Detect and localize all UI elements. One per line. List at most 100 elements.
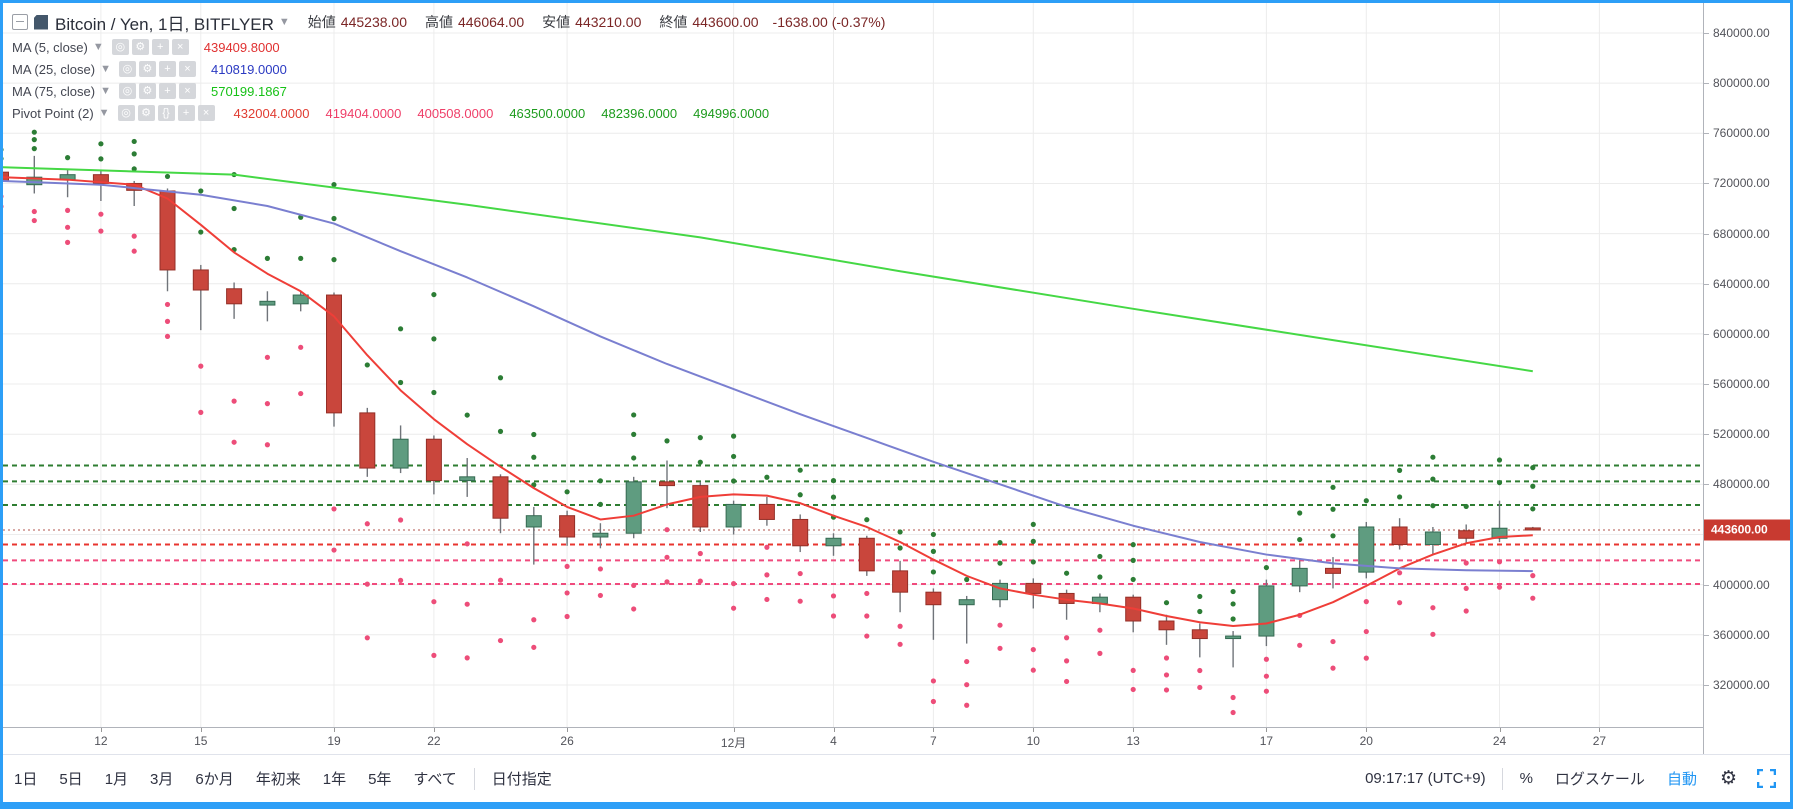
resistance-dot [797, 492, 803, 498]
indicator-label[interactable]: MA (75, close) [12, 83, 96, 99]
range-button-5日[interactable]: 5日 [59, 771, 83, 788]
price-tick-label: 840000.00 [1713, 26, 1770, 40]
support-dot [464, 655, 470, 661]
resistance-dot [1330, 484, 1336, 490]
resistance-dot [198, 188, 204, 194]
close-icon[interactable]: × [178, 61, 196, 77]
resistance-dot [664, 438, 670, 444]
high-field: 高値 446064.00 [424, 14, 525, 30]
support-dot [1064, 678, 1070, 685]
settings-icon[interactable]: ⚙ [131, 39, 149, 55]
resistance-dot [531, 431, 537, 438]
support-dot [1130, 686, 1136, 693]
close-icon[interactable]: × [171, 39, 189, 55]
chevron-down-icon[interactable]: ▼ [98, 107, 110, 119]
hide-icon[interactable]: ◎ [111, 39, 129, 55]
candle-body [292, 294, 309, 305]
resistance-dot [1130, 557, 1136, 563]
close-icon[interactable]: × [178, 83, 196, 99]
price-axis[interactable]: 840000.00 800000.00 760000.00 720000.00 6800… [1703, 3, 1791, 754]
auto-scale-button[interactable]: 自動 [1666, 771, 1697, 788]
low-value: 443210.00 [575, 14, 642, 30]
custom-date-range-button[interactable]: 日付指定 [491, 771, 552, 788]
range-button-すべて[interactable]: すべて [413, 771, 457, 788]
source-icon[interactable]: {} [157, 105, 175, 121]
close-icon[interactable]: × [197, 105, 215, 121]
support-dot [131, 248, 137, 254]
collapse-icon[interactable] [12, 14, 28, 30]
resistance-dot [497, 428, 504, 434]
fullscreen-icon[interactable] [1757, 769, 1776, 788]
settings-icon[interactable]: ⚙ [137, 105, 155, 121]
range-button-1年[interactable]: 1年 [322, 771, 347, 788]
gear-icon[interactable]: ⚙ [1719, 768, 1737, 789]
range-button-3月[interactable]: 3月 [150, 771, 174, 788]
support-dot [497, 637, 504, 644]
settings-icon[interactable]: ⚙ [138, 61, 156, 77]
candle-body [326, 294, 342, 414]
support-dot [1263, 688, 1269, 694]
range-button-年初来[interactable]: 年初来 [255, 771, 301, 788]
chevron-down-icon[interactable]: ▼ [278, 16, 290, 28]
range-button-1月[interactable]: 1月 [104, 771, 129, 788]
resistance-dot [331, 215, 337, 222]
candle-body [1524, 527, 1541, 531]
range-button-1日[interactable]: 1日 [14, 771, 38, 788]
time-tick-label: 17 [1259, 734, 1274, 748]
price-tick-label: 520000.00 [1713, 427, 1770, 442]
price-chart[interactable] [3, 3, 1703, 727]
support-dot [597, 592, 604, 599]
support-dot [864, 613, 870, 619]
support-dot [697, 578, 703, 584]
pivot-value: 463500.0000 [509, 105, 586, 121]
range-button-5年[interactable]: 5年 [368, 771, 392, 788]
candle-body [592, 532, 609, 538]
support-dot [1097, 627, 1103, 633]
clock: 09:17:17 (UTC+9) [1365, 770, 1486, 787]
indicator-label[interactable]: Pivot Point (2) [12, 105, 94, 121]
support-dot [864, 590, 870, 597]
support-dot [1530, 573, 1536, 579]
settings-icon[interactable]: ⚙ [138, 83, 156, 99]
range-button-6か月[interactable]: 6か月 [195, 771, 234, 788]
symbol-title[interactable]: Bitcoin / Yen, 1日, BITFLYER [55, 14, 274, 34]
support-dot [65, 207, 71, 214]
add-icon[interactable]: + [158, 61, 176, 77]
indicator-row-ma2: MA (75, close) ▼ ◎ ⚙ + × 570199.1867 [12, 80, 885, 102]
ma-line [3, 176, 1533, 628]
time-tick [833, 728, 835, 732]
add-icon[interactable]: + [151, 39, 169, 55]
price-tick [1704, 484, 1709, 486]
resistance-dot [997, 560, 1003, 566]
price-tick-label: 480000.00 [1713, 477, 1770, 492]
time-tick [1599, 728, 1601, 732]
indicator-label[interactable]: MA (5, close) [12, 39, 88, 55]
support-dot [231, 398, 237, 404]
candle-body [1158, 620, 1175, 631]
resistance-dot [997, 540, 1003, 546]
support-dot [597, 566, 604, 572]
add-icon[interactable]: + [158, 83, 176, 99]
time-tick [200, 728, 202, 732]
hide-icon[interactable]: ◎ [118, 83, 136, 99]
resistance-dot [31, 129, 37, 135]
resistance-dot [1297, 536, 1303, 543]
percent-scale-button[interactable]: % [1519, 770, 1533, 787]
chevron-down-icon[interactable]: ▼ [100, 63, 111, 75]
symbol-title-row[interactable]: Bitcoin / Yen, 1日, BITFLYER ▼ 始値 445238.0… [12, 8, 885, 36]
log-scale-button[interactable]: ログスケール [1554, 771, 1645, 788]
support-dot [164, 333, 171, 340]
pivot-value: 432004.0000 [233, 105, 310, 121]
indicator-label[interactable]: MA (25, close) [12, 61, 96, 77]
hide-icon[interactable]: ◎ [118, 61, 136, 77]
support-dot [731, 605, 737, 611]
chevron-down-icon[interactable]: ▼ [92, 41, 104, 53]
hide-icon[interactable]: ◎ [117, 105, 135, 121]
candle-body [1424, 531, 1441, 546]
price-tick-label: 560000.00 [1713, 377, 1770, 392]
chevron-down-icon[interactable]: ▼ [100, 85, 111, 97]
time-tick-label: 20 [1359, 734, 1373, 748]
time-axis[interactable]: 12 15 19 22 26 12月 4 7 10 13 17 20 24 27 [3, 727, 1703, 755]
add-icon[interactable]: + [177, 105, 195, 121]
support-dot [830, 593, 837, 599]
